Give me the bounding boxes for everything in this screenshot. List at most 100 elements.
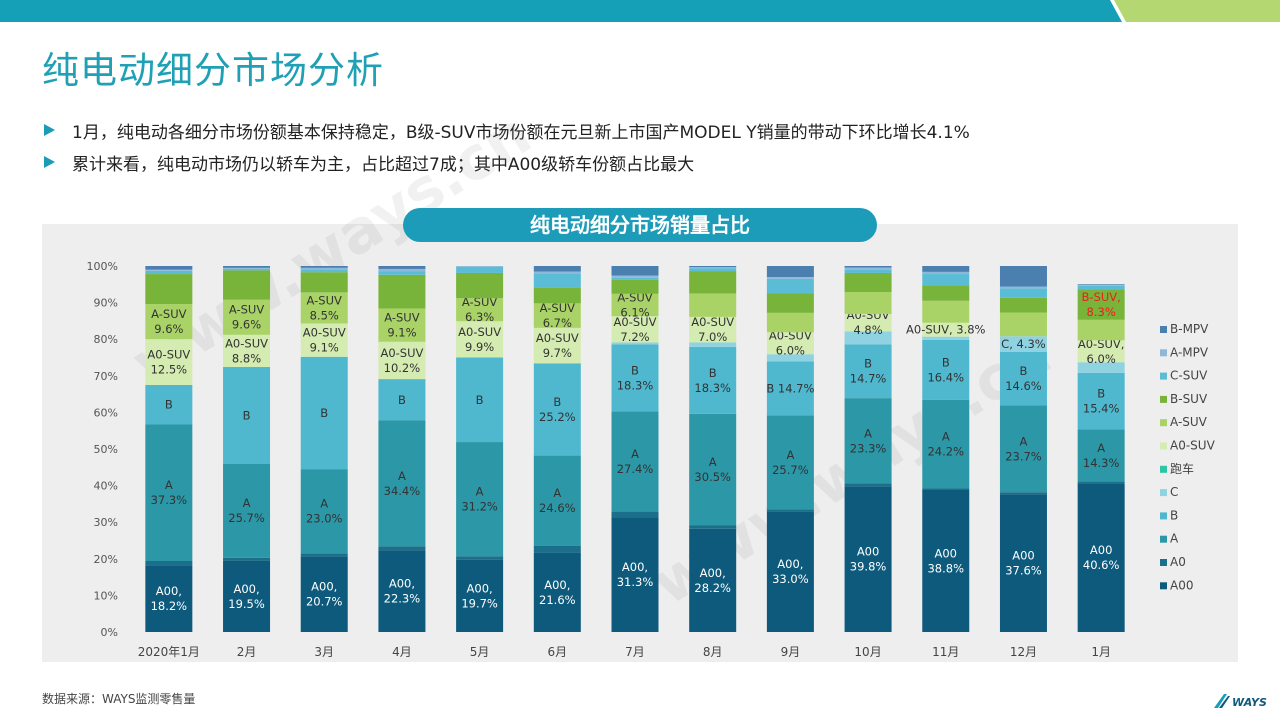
bar-segment bbox=[378, 268, 426, 272]
data-label: A bbox=[942, 430, 950, 444]
x-tick-label: 2020年1月 bbox=[138, 645, 200, 659]
data-label: B bbox=[320, 406, 328, 420]
data-label: 6.0% bbox=[776, 344, 805, 358]
bar-segment bbox=[766, 415, 814, 510]
bar-segment bbox=[223, 367, 271, 464]
bar-segment bbox=[689, 293, 737, 317]
bar-segment bbox=[1077, 284, 1125, 286]
data-label: 33.0% bbox=[772, 572, 809, 586]
x-tick-label: 5月 bbox=[470, 645, 490, 659]
bar-segment bbox=[223, 270, 271, 300]
data-label: B 14.7% bbox=[766, 381, 814, 395]
logo-swoosh-icon bbox=[1219, 696, 1230, 708]
data-label: 7.0% bbox=[698, 330, 727, 344]
data-label: 9.6% bbox=[154, 322, 183, 336]
data-label: 14.6% bbox=[1005, 379, 1042, 393]
x-tick-label: 8月 bbox=[703, 645, 723, 659]
bullet-text: 累计来看，纯电动市场仍以轿车为主，占比超过7成；其中A00级轿车份额占比最大 bbox=[72, 155, 695, 175]
bar-segment bbox=[533, 455, 581, 546]
data-label: A bbox=[165, 478, 173, 492]
x-tick-label: 11月 bbox=[932, 645, 959, 659]
bar-segment bbox=[145, 304, 193, 340]
legend-swatch bbox=[1160, 419, 1167, 427]
bar-segment bbox=[456, 266, 504, 273]
data-label: B bbox=[243, 408, 251, 422]
data-label: A-SUV bbox=[229, 303, 264, 317]
bar-segment bbox=[145, 560, 193, 566]
data-label: B bbox=[942, 355, 950, 369]
data-label: 18.3% bbox=[694, 381, 731, 395]
bar-segment bbox=[689, 271, 737, 294]
y-tick-label: 0% bbox=[101, 626, 118, 639]
x-tick-label: 12月 bbox=[1010, 645, 1037, 659]
data-label: 9.6% bbox=[232, 318, 261, 332]
data-label: B bbox=[476, 393, 484, 407]
legend-label: A-SUV bbox=[1170, 415, 1208, 429]
bar-segment bbox=[844, 266, 892, 268]
bar-segment bbox=[844, 483, 892, 487]
bar-segment bbox=[999, 288, 1047, 298]
x-tick-label: 6月 bbox=[547, 645, 567, 659]
data-label: 18.2% bbox=[151, 599, 188, 613]
legend-swatch bbox=[1160, 395, 1167, 403]
bar-segment bbox=[378, 341, 426, 380]
legend-label: B-SUV bbox=[1170, 392, 1208, 406]
data-label: A0-SUV bbox=[380, 346, 423, 360]
bar-segment bbox=[533, 273, 581, 288]
ways-logo: WAYS bbox=[1214, 694, 1267, 709]
bar-segment bbox=[922, 300, 970, 323]
bar-segment bbox=[999, 352, 1047, 406]
data-label: A00, bbox=[467, 581, 493, 595]
bar-segment bbox=[689, 316, 737, 343]
data-label: 6.0% bbox=[1087, 352, 1116, 366]
bar-segment bbox=[300, 323, 348, 357]
bar-segment bbox=[300, 269, 348, 273]
data-label: B bbox=[1097, 387, 1105, 401]
bar-segment bbox=[844, 344, 892, 399]
y-tick-label: 100% bbox=[87, 260, 118, 273]
bar-segment bbox=[611, 342, 659, 345]
legend-swatch bbox=[1160, 465, 1167, 473]
y-tick-label: 10% bbox=[94, 589, 118, 602]
legend-swatch bbox=[1160, 512, 1167, 520]
bar-segment bbox=[456, 556, 504, 560]
bar-segment bbox=[999, 336, 1047, 353]
data-label: 40.6% bbox=[1083, 558, 1120, 572]
bar-segment bbox=[378, 266, 426, 269]
data-label: A bbox=[243, 496, 251, 510]
bar-segment bbox=[456, 266, 504, 267]
bar-segment bbox=[922, 285, 970, 301]
bar-segment bbox=[922, 274, 970, 286]
data-label: A bbox=[476, 485, 484, 499]
data-label: 15.4% bbox=[1083, 402, 1120, 416]
bar-segment bbox=[611, 511, 659, 518]
legend-label: B bbox=[1170, 508, 1178, 522]
legend-swatch bbox=[1160, 372, 1167, 380]
bar-segment bbox=[1077, 289, 1125, 320]
data-label: 34.4% bbox=[384, 484, 421, 498]
bar-segment bbox=[300, 356, 348, 470]
data-label: C, 4.3% bbox=[1001, 337, 1046, 351]
data-label: 23.7% bbox=[1005, 449, 1042, 463]
bar-segment bbox=[456, 357, 504, 443]
data-label: A00, bbox=[777, 557, 803, 571]
legend-label: A0-SUV bbox=[1170, 439, 1216, 453]
data-label: 9.9% bbox=[465, 340, 494, 354]
bar-segment bbox=[223, 560, 271, 632]
data-label: A00 bbox=[1012, 549, 1035, 563]
bar-segment bbox=[689, 525, 737, 529]
x-tick-label: 7月 bbox=[625, 645, 645, 659]
bar-segment bbox=[300, 267, 348, 270]
data-label: A0-SUV bbox=[614, 315, 657, 329]
bar-segment bbox=[1077, 285, 1125, 290]
data-label: 6.3% bbox=[465, 310, 494, 324]
bar-segment bbox=[145, 424, 193, 561]
bar-segment bbox=[533, 327, 581, 364]
bar-segment bbox=[922, 322, 970, 337]
data-label: A0-SUV bbox=[691, 315, 734, 329]
page-title: 纯电动细分市场分析 bbox=[42, 49, 384, 92]
bar-segment bbox=[922, 266, 970, 272]
data-label: A bbox=[398, 469, 406, 483]
chart-title: 纯电动细分市场销量占比 bbox=[403, 208, 877, 242]
bar-segment bbox=[766, 332, 814, 355]
